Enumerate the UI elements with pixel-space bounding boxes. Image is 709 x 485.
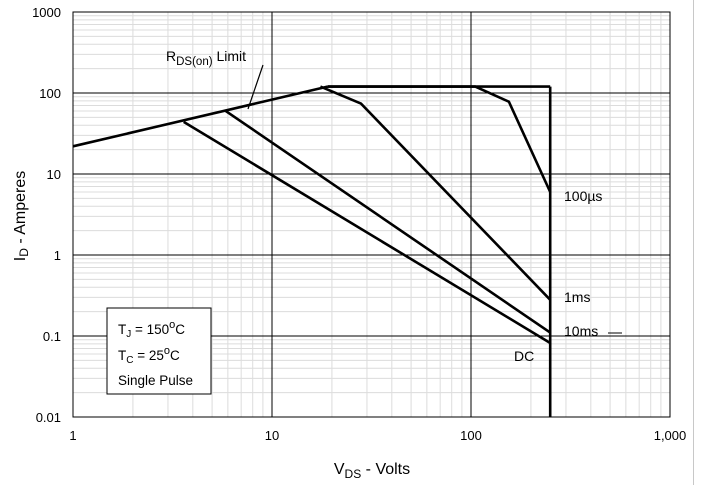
y-axis-title: ID - Amperes xyxy=(12,171,31,261)
y-tick-label: 100 xyxy=(39,86,61,101)
y-tick-label: 0.1 xyxy=(43,329,61,344)
series-layer xyxy=(72,85,622,417)
plot-frame xyxy=(72,11,671,418)
series-dc xyxy=(183,120,551,345)
series-1ms xyxy=(319,85,552,301)
y-tick-label: 1000 xyxy=(32,5,61,20)
label-10ms: 10ms xyxy=(564,323,598,339)
tick-labels: 1 10 100 1,000 0.01 0.1 1 10 100 1000 xyxy=(32,5,686,443)
condition-pulse: Single Pulse xyxy=(118,373,193,388)
x-tick-label: 100 xyxy=(460,428,482,443)
series-10ms xyxy=(224,109,551,334)
conditions-box: TJ = 150oC TC = 25oC Single Pulse xyxy=(106,307,212,395)
x-tick-label: 1,000 xyxy=(654,428,687,443)
rds-limit-leader xyxy=(247,64,264,110)
series-rds-on-limit xyxy=(72,85,328,148)
label-100us: 100µs xyxy=(564,188,602,204)
condition-tc: TC = 25oC xyxy=(118,345,180,366)
label-dc: DC xyxy=(514,348,534,364)
y-tick-label: 10 xyxy=(47,167,61,182)
y-tick-label: 1 xyxy=(54,248,61,263)
rds-limit-label: RDS(on) Limit xyxy=(166,48,246,68)
page-edge-divider xyxy=(693,0,694,485)
condition-tj: TJ = 150oC xyxy=(118,319,185,340)
x-tick-label: 1 xyxy=(69,428,76,443)
y-tick-label: 0.01 xyxy=(36,410,61,425)
x-tick-label: 10 xyxy=(265,428,279,443)
x-axis-title: VDS - Volts xyxy=(334,461,410,481)
label-1ms: 1ms xyxy=(564,289,590,305)
